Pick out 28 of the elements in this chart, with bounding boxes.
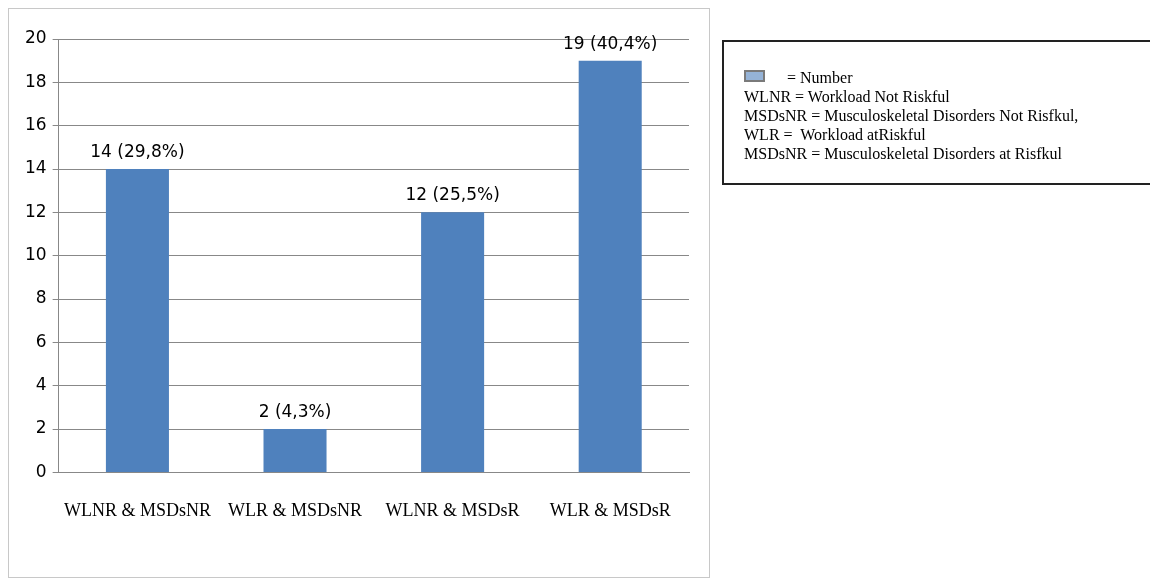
y-tick-label: 12: [24, 200, 47, 221]
data-label: 12 (25,5%): [405, 184, 500, 205]
y-tick-label: 4: [35, 374, 47, 395]
text: WLR = Workload atRiskful: [744, 125, 927, 144]
data-label: 14 (29,8%): [90, 140, 185, 161]
y-tick-label: 16: [24, 114, 47, 135]
data-label: 2 (4,3%): [258, 400, 332, 421]
y-tick-label: 0: [35, 460, 47, 481]
y-tick-label: 18: [24, 70, 47, 91]
y-tick-label: 10: [24, 244, 47, 265]
x-tick-label: WLNR & MSDsR: [385, 499, 520, 520]
data-label: 19 (40,4%): [563, 32, 658, 53]
y-tick-label: 2: [35, 417, 47, 438]
bar: [105, 169, 169, 472]
text: MSDsNR = Musculoskeletal Disorders Not Risfkul,: [744, 106, 1080, 125]
text: WLNR = Workload Not Riskful: [744, 87, 951, 106]
bar: [578, 60, 642, 472]
x-tick-label: WLR & MSDsR: [549, 499, 671, 520]
text: MSDsNR = Musculoskeletal Disorders at Risfkul: [744, 144, 1063, 163]
legend-label: = Number: [787, 69, 853, 86]
y-tick-label: 14: [24, 157, 47, 178]
bar: [421, 212, 485, 472]
x-tick-label: WLR & MSDsNR: [228, 499, 363, 520]
bar: [263, 429, 327, 472]
y-tick-label: 8: [35, 287, 47, 308]
x-tick-label: WLNR & MSDsNR: [63, 499, 211, 520]
y-tick-label: 20: [24, 27, 47, 48]
y-tick-label: 6: [35, 330, 47, 351]
